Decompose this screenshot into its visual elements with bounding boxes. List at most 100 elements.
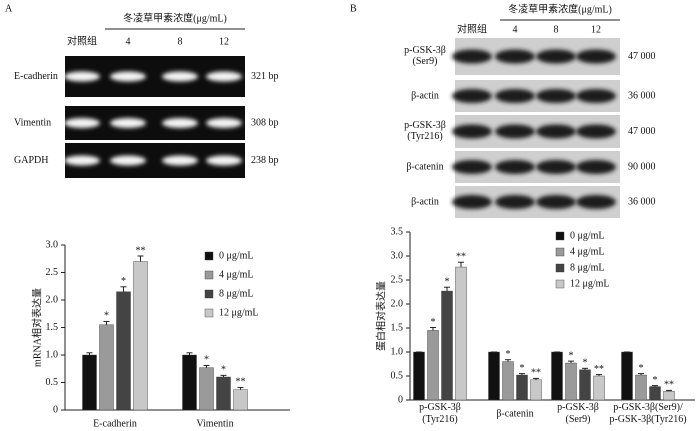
bar <box>199 367 214 411</box>
gel-band <box>206 155 242 166</box>
bar <box>216 376 231 411</box>
bar <box>455 266 467 401</box>
gel-band <box>576 124 616 139</box>
y-tick-label: 3.0 <box>391 250 404 261</box>
gel-band <box>495 195 535 209</box>
legend-swatch <box>204 270 214 280</box>
error-bar <box>430 327 436 331</box>
significance: * <box>204 355 209 366</box>
lane-label: 12 <box>219 36 229 47</box>
lane-label: 对照组 <box>457 22 487 35</box>
bar <box>621 351 633 401</box>
y-tick-label: 0 <box>53 404 58 415</box>
error-bar <box>186 352 193 355</box>
bar <box>649 386 661 401</box>
row-size: 321 bp <box>251 71 279 82</box>
lane-label: 对照组 <box>67 34 97 47</box>
significance: ** <box>594 364 604 375</box>
error-bar <box>237 386 244 390</box>
gel-band <box>64 155 100 166</box>
bar <box>233 389 248 411</box>
row-label: GAPDH <box>14 155 48 166</box>
lane-label: 12 <box>591 24 601 35</box>
legend-label: 4 μg/mL <box>570 246 605 257</box>
gel-band <box>162 155 198 166</box>
gel-band <box>162 118 198 128</box>
error-bar <box>596 374 602 376</box>
x-tick-label: p-GSK-3β (Tyr216) <box>419 402 461 425</box>
row-size: 90 000 <box>628 161 656 172</box>
significance: * <box>639 363 644 374</box>
legend-label: 8 μg/mL <box>219 288 254 299</box>
error-bar <box>652 385 658 387</box>
gel-band <box>576 89 616 103</box>
legend-label: 8 μg/mL <box>570 262 605 273</box>
significance: * <box>520 363 525 374</box>
error-bar <box>666 389 672 392</box>
row-size: 36 000 <box>628 196 656 207</box>
bar <box>488 351 500 401</box>
bar <box>427 330 439 401</box>
y-tick-label: 0.5 <box>46 377 59 388</box>
legend-swatch <box>204 289 214 299</box>
legend-label: 12 μg/mL <box>570 278 610 289</box>
y-tick-label: 2.0 <box>46 294 59 305</box>
error-bar <box>220 374 227 377</box>
panel-label: A <box>5 3 13 14</box>
legend-swatch <box>204 251 214 261</box>
gel-band <box>110 118 146 128</box>
error-bar <box>203 364 210 368</box>
gel-band <box>162 71 198 82</box>
y-tick-label: 0.5 <box>391 370 404 381</box>
gel-band <box>452 49 492 64</box>
significance: * <box>445 276 450 287</box>
row-label: β-catenin <box>406 161 443 172</box>
legend-label: 12 μg/mL <box>219 307 259 318</box>
significance: ** <box>236 377 246 388</box>
significance: * <box>431 317 436 328</box>
gel-band <box>495 124 535 139</box>
panel-label: B <box>350 3 357 14</box>
bar <box>593 375 605 401</box>
bar <box>579 369 591 401</box>
y-tick-label: 1.0 <box>391 346 404 357</box>
significance: * <box>221 365 226 376</box>
row-size: 47 000 <box>628 51 656 62</box>
bar <box>530 379 542 401</box>
gel-band <box>452 124 492 139</box>
gel-band <box>495 89 535 103</box>
y-tick-label: 1.0 <box>46 349 59 360</box>
gel-header: 冬凌草甲素浓度(μg/mL) <box>508 2 612 15</box>
gel-band <box>576 195 616 209</box>
error-bar <box>103 320 110 325</box>
significance: ** <box>136 245 146 256</box>
row-size: 308 bp <box>251 117 279 128</box>
significance: * <box>104 311 109 322</box>
x-tick-label: p-GSK-3β(Ser9)/p-GSK-3β(Tyr216) <box>609 402 686 425</box>
gel-band <box>110 155 146 166</box>
gel-band <box>64 118 100 128</box>
bar <box>551 351 563 401</box>
row-size: 47 000 <box>628 126 656 137</box>
error-bar <box>519 373 525 376</box>
significance: ** <box>456 252 466 263</box>
error-bar <box>137 255 144 262</box>
y-tick-label: 2.5 <box>391 274 404 285</box>
gel-band <box>576 49 616 64</box>
legend-swatch <box>555 263 565 273</box>
error-bar <box>582 367 588 370</box>
error-bar <box>505 359 511 362</box>
y-axis-label: mRNA相对表达量 <box>30 288 43 367</box>
gel-header: 冬凌草甲素浓度(μg/mL) <box>123 11 227 24</box>
gel-band <box>536 49 576 64</box>
y-tick-label: 1.5 <box>391 322 404 333</box>
error-bar <box>86 352 93 355</box>
legend-label: 0 μg/mL <box>219 250 254 261</box>
bar <box>116 291 131 411</box>
y-tick-label: 3.0 <box>46 239 59 250</box>
gel-band <box>536 160 576 174</box>
y-axis-label: 蛋白相对表达量 <box>374 281 387 351</box>
row-label: p-GSK-3β (Tyr216) <box>404 120 446 142</box>
error-bar <box>533 377 539 380</box>
